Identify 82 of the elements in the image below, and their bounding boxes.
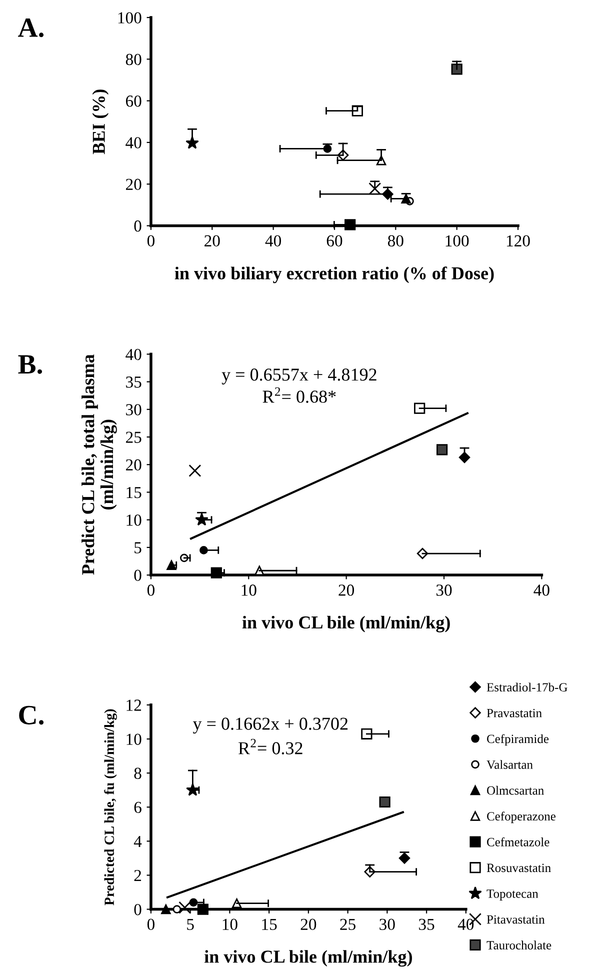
x-tick-label: 5 [187, 918, 194, 930]
x-tick-label: 60 [326, 235, 342, 246]
x-tick-label: 25 [340, 918, 356, 930]
annotation: R$^{2}$= 0.68* [262, 387, 336, 403]
y-tick-label: 15 [126, 486, 142, 498]
legend-label: Cefmetazole [487, 837, 550, 846]
y-tick-label: 8 [134, 768, 142, 779]
y-tick-label: 10 [126, 514, 142, 526]
annotation: y = 0.1662x + 0.3702 [192, 718, 348, 734]
y-tick-label: 2 [134, 870, 142, 881]
y-tick-label: 4 [134, 836, 142, 847]
x-tick-label: 40 [458, 918, 474, 930]
x-axis-title: in vivo CL bile (ml/min/kg) [242, 616, 450, 632]
point [361, 728, 372, 740]
point [436, 444, 448, 456]
x-tick-label: 30 [380, 918, 395, 930]
legend-label: Topotecan [486, 890, 538, 900]
y-tick-label: 35 [126, 376, 142, 388]
x-tick-label: 0 [147, 235, 154, 246]
x-tick-label: 40 [534, 584, 550, 596]
point [172, 905, 182, 914]
y-tick-label: 40 [126, 137, 142, 148]
legend-label: Pravastatin [486, 708, 542, 718]
y-tick-label: 80 [126, 54, 142, 66]
x-tick-label: 0 [147, 584, 154, 596]
legend-label: Valsartan [486, 760, 533, 769]
y-tick-label: 0 [134, 220, 142, 232]
x-tick-label: 30 [436, 584, 452, 596]
x-tick-label: 15 [262, 918, 277, 930]
x-tick-label: 120 [506, 235, 530, 246]
x-axis-title: in vivo CL bile (ml/min/kg) [204, 950, 412, 967]
point [178, 901, 192, 914]
point [161, 904, 171, 914]
y-tick-label: 0 [134, 570, 142, 581]
chart-title: A. [18, 18, 44, 38]
legend-label: Olmcsartan [487, 786, 544, 795]
legend-label: Taurocholate [486, 940, 552, 950]
point [379, 796, 390, 808]
y-tick-label: 5 [134, 542, 142, 554]
chart-title: B. [18, 355, 42, 374]
y-tick-label: 10 [126, 734, 142, 745]
y-tick-label: 30 [126, 404, 142, 416]
y-tick-label: 25 [126, 432, 142, 443]
x-axis-title: in vivo biliary excretion ratio (% of Dose) [174, 266, 494, 284]
legend-label: Cefoperazone [487, 812, 556, 824]
y-tick-label: 6 [134, 802, 142, 814]
annotation: y = 0.6557x + 4.8192 [222, 368, 376, 384]
x-tick-label: 20 [204, 235, 220, 246]
y-tick-label: 0 [134, 904, 142, 916]
x-tick-label: 20 [338, 584, 354, 596]
point [451, 64, 462, 75]
x-tick-label: 10 [242, 584, 256, 596]
x-tick-label: 0 [147, 918, 154, 930]
chart-title: C. [19, 706, 44, 725]
y-tick-label: 60 [126, 96, 142, 107]
x-tick-label: 35 [419, 918, 434, 930]
x-tick-label: 100 [446, 235, 469, 246]
y-axis-title: BEI (%) [92, 90, 109, 154]
point [210, 567, 222, 578]
point [197, 904, 208, 915]
point [368, 182, 382, 195]
y-axis-title: Predicted CL bile, fu (ml/min/kg) [104, 709, 117, 906]
annotation: R$^{2}$= 0.32 [238, 738, 302, 754]
x-tick-label: 80 [388, 235, 404, 246]
x-tick-label: 10 [222, 918, 238, 930]
point [188, 464, 202, 477]
legend-label: Rosuvastatin [486, 864, 551, 872]
legend-label: Pitavastatin [486, 915, 545, 924]
y-axis-title: Predict CL bile, total plasma (ml/min/kg) [82, 354, 117, 575]
y-tick-label: 40 [126, 348, 142, 360]
point [166, 560, 176, 570]
legend-label: Cefpiramide [487, 734, 549, 746]
y-tick-label: 20 [126, 459, 142, 471]
point [398, 852, 410, 864]
point [344, 219, 356, 230]
x-tick-label: 20 [300, 918, 316, 930]
y-tick-label: 100 [118, 12, 142, 24]
y-tick-label: 20 [126, 178, 142, 190]
point [414, 402, 426, 414]
x-tick-label: 40 [265, 235, 282, 246]
y-tick-label: 12 [126, 700, 142, 711]
legend-label: Estradiol-17b-G [486, 682, 568, 692]
